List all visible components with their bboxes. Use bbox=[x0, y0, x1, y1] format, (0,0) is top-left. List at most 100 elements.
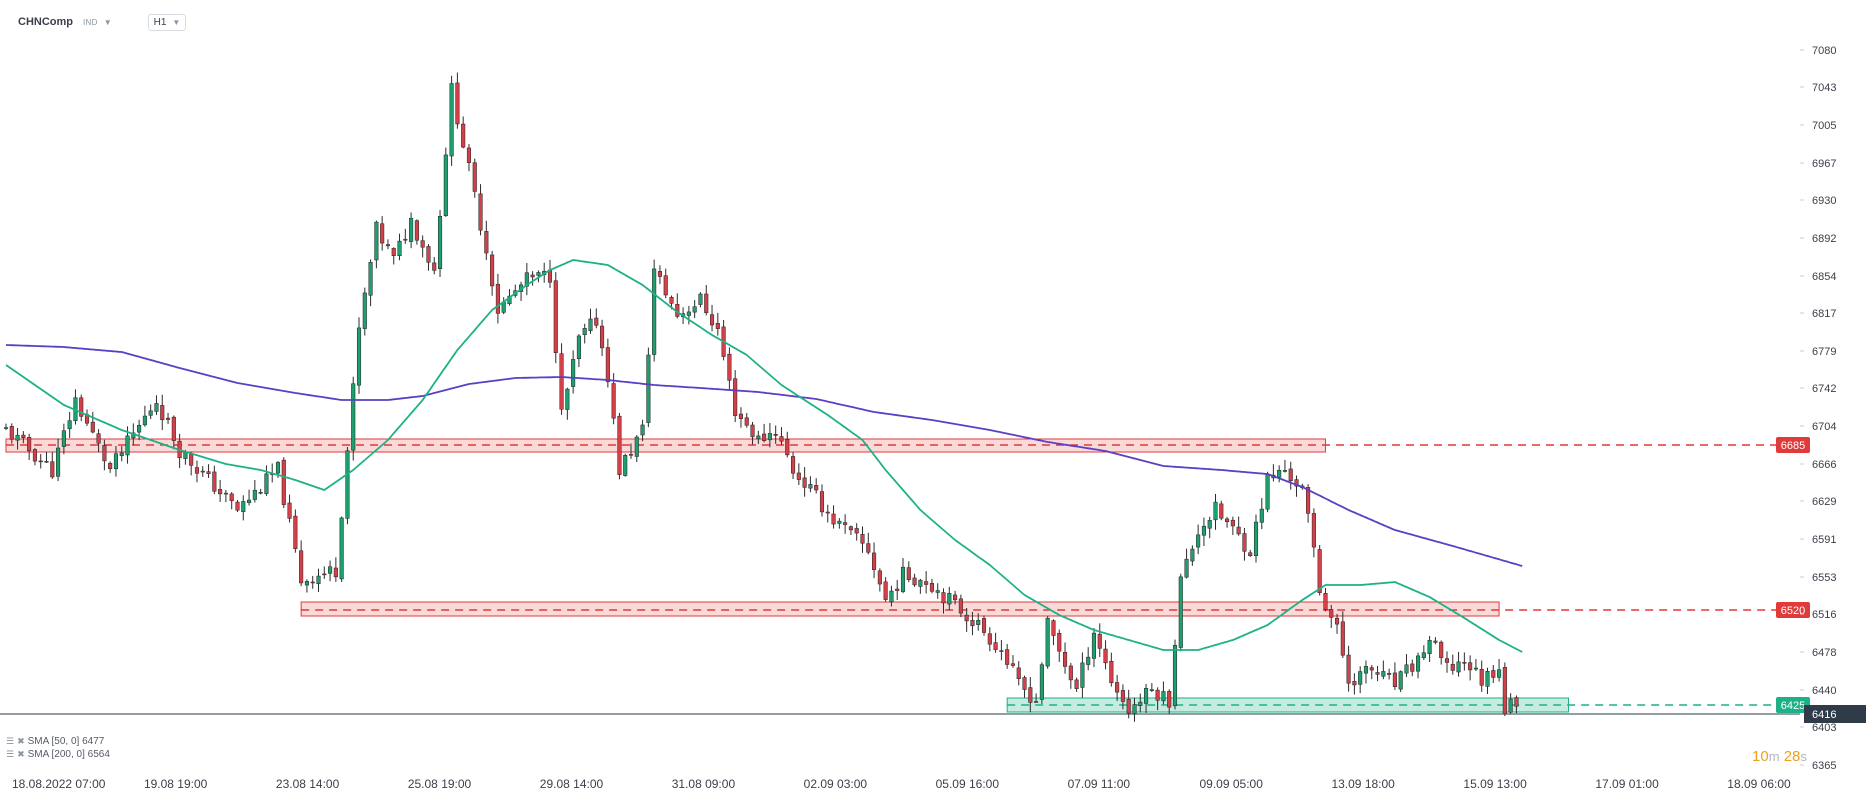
candle-body bbox=[351, 383, 356, 451]
candle-body bbox=[1387, 673, 1392, 675]
candle-body bbox=[299, 550, 304, 584]
candle-body bbox=[455, 82, 460, 125]
candle-body bbox=[50, 461, 55, 478]
candle-body bbox=[1034, 701, 1039, 703]
candle-body bbox=[90, 421, 95, 433]
candle-body bbox=[1375, 672, 1380, 675]
candle-body bbox=[958, 598, 963, 614]
candle-body bbox=[414, 220, 419, 241]
candle-body bbox=[1068, 665, 1073, 681]
timeframe-selector[interactable]: H1 ▼ bbox=[147, 13, 187, 31]
candle-body bbox=[941, 592, 946, 604]
candle-body bbox=[119, 452, 124, 456]
candle-body bbox=[1392, 672, 1397, 687]
y-tick-label: 6516 bbox=[1812, 609, 1836, 621]
candle-body bbox=[872, 552, 877, 570]
close-icon[interactable]: ✖ bbox=[17, 736, 25, 746]
candle-body bbox=[1265, 474, 1270, 510]
candle-body bbox=[1225, 518, 1230, 522]
indicator-sma200[interactable]: ☰ ✖ SMA [200, 0] 6564 bbox=[6, 748, 110, 761]
candle-body bbox=[32, 449, 37, 462]
candle-body bbox=[785, 438, 790, 456]
candle-body bbox=[194, 467, 200, 474]
candle-body bbox=[993, 642, 998, 650]
candle-body bbox=[999, 650, 1004, 652]
candle-body bbox=[825, 511, 830, 514]
time-axis[interactable]: 18.08.2022 07:00 19.08 19:00 23.08 14:00 25… bbox=[12, 777, 1791, 791]
candle-body bbox=[1236, 526, 1241, 535]
candle-body bbox=[183, 452, 188, 459]
candle-body bbox=[715, 323, 720, 329]
candle-body bbox=[848, 526, 853, 531]
y-tick-label: 6403 bbox=[1812, 722, 1836, 734]
chart-toolbar: CHNComp IND ▼ H1 ▼ bbox=[14, 12, 187, 32]
x-tick-label: 19.08 19:00 bbox=[144, 777, 208, 791]
candle-body bbox=[484, 231, 489, 254]
candle-body bbox=[987, 633, 992, 645]
candle-body bbox=[1219, 503, 1224, 519]
candle-body bbox=[443, 154, 448, 217]
chevron-down-icon[interactable]: ▼ bbox=[103, 17, 112, 27]
candle-body bbox=[316, 575, 321, 584]
y-tick-label: 6440 bbox=[1812, 685, 1836, 697]
candle-body bbox=[148, 410, 153, 416]
resistance-zone[interactable] bbox=[300, 601, 1500, 617]
candle-body bbox=[1010, 663, 1015, 666]
candle-body bbox=[1363, 666, 1369, 674]
sma200-line[interactable] bbox=[5, 344, 1523, 567]
candle-body bbox=[1109, 660, 1114, 684]
sma50-line[interactable] bbox=[5, 259, 1523, 653]
candle-body bbox=[1433, 640, 1438, 643]
candle-body bbox=[524, 272, 529, 287]
candle-body bbox=[1311, 513, 1316, 548]
settings-icon[interactable]: ☰ bbox=[6, 736, 15, 746]
candle-body bbox=[1028, 687, 1033, 703]
candle-body bbox=[507, 295, 512, 305]
x-tick-label: 09.09 05:00 bbox=[1200, 777, 1264, 791]
candle-body bbox=[212, 471, 217, 492]
candle-body bbox=[1138, 701, 1143, 706]
y-tick-label: 6666 bbox=[1812, 459, 1836, 471]
candle-body bbox=[432, 262, 437, 271]
candle-body bbox=[594, 317, 599, 326]
candle-body bbox=[976, 620, 981, 625]
candle-body bbox=[686, 311, 691, 316]
candle-body bbox=[1213, 501, 1218, 521]
candle-body bbox=[142, 415, 147, 426]
candle-body bbox=[229, 493, 234, 502]
y-tick-label: 6817 bbox=[1812, 308, 1836, 320]
x-tick-label: 31.08 09:00 bbox=[672, 777, 736, 791]
candle-body bbox=[1207, 520, 1212, 529]
candle-body bbox=[750, 424, 755, 438]
last-price-label: 6416 bbox=[1812, 709, 1836, 721]
candle-body bbox=[924, 581, 929, 585]
candle-body bbox=[779, 436, 784, 442]
candle-body bbox=[727, 353, 732, 381]
x-tick-label: 25.08 19:00 bbox=[408, 777, 472, 791]
candle-body bbox=[738, 413, 744, 419]
price-axis[interactable]: 7080 7043 7005 6967 6930 6892 6854 6817 6779 6742… bbox=[1800, 45, 1836, 772]
indicator-sma50[interactable]: ☰ ✖ SMA [50, 0] 6477 bbox=[6, 735, 110, 748]
candle-body bbox=[553, 280, 558, 353]
countdown-minutes: 10 bbox=[1752, 748, 1769, 765]
y-tick-label: 6742 bbox=[1812, 383, 1836, 395]
candle-body bbox=[1120, 690, 1125, 702]
candle-body bbox=[1097, 633, 1102, 649]
candle-countdown: 10m 28s bbox=[1752, 748, 1807, 765]
candle-body bbox=[113, 453, 118, 470]
candle-body bbox=[1172, 644, 1178, 707]
candle-body bbox=[571, 359, 576, 387]
candle-body bbox=[247, 499, 252, 503]
candle-body bbox=[530, 274, 535, 278]
candle-body bbox=[1294, 479, 1299, 487]
candle-body bbox=[918, 579, 923, 587]
candle-body bbox=[1190, 548, 1195, 562]
candle-body bbox=[947, 593, 952, 605]
symbol-label[interactable]: CHNComp bbox=[18, 16, 73, 28]
candle-body bbox=[374, 221, 379, 261]
close-icon[interactable]: ✖ bbox=[17, 749, 25, 759]
settings-icon[interactable]: ☰ bbox=[6, 749, 15, 759]
candle-body bbox=[657, 271, 662, 277]
candle-body bbox=[704, 293, 709, 313]
